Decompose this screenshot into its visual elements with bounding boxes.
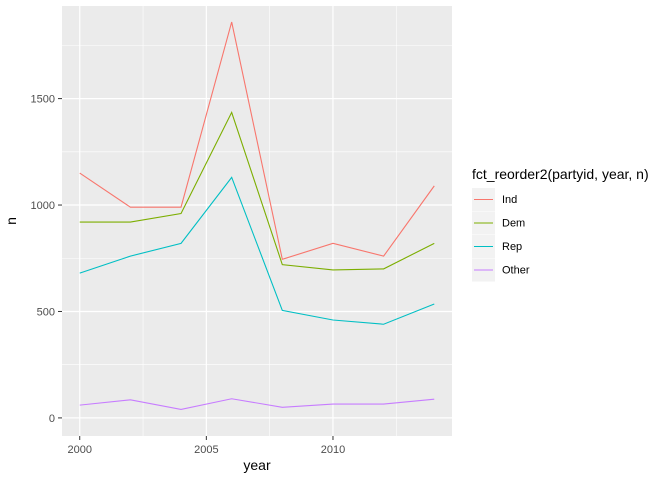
- legend-label: Other: [502, 265, 530, 277]
- x-tick-label: 2005: [194, 444, 218, 456]
- legend-label: Ind: [502, 194, 517, 206]
- series-lines: [79, 21, 435, 410]
- legend-label: Dem: [502, 218, 525, 230]
- x-tick-label: 2010: [321, 444, 345, 456]
- y-tick-label: 1500: [31, 94, 55, 106]
- series-line-other: [79, 398, 435, 410]
- minor-gridlines: [62, 6, 452, 436]
- y-tick-label: 500: [37, 306, 55, 318]
- legend: fct_reorder2(partyid, year, n) Ind Dem Rep…: [472, 166, 649, 282]
- x-axis-ticks: 2000 2005 2010: [67, 436, 345, 456]
- panel-background: [62, 6, 452, 436]
- y-axis-ticks: 0 500 1000 1500: [31, 94, 62, 425]
- x-tick-label: 2000: [67, 444, 91, 456]
- major-gridlines: [62, 6, 452, 436]
- y-tick-label: 0: [49, 413, 55, 425]
- legend-label: Rep: [502, 241, 522, 253]
- series-line-ind: [79, 21, 435, 261]
- series-line-dem: [79, 111, 435, 271]
- legend-title: fct_reorder2(partyid, year, n): [472, 166, 649, 182]
- series-line-rep: [79, 176, 435, 325]
- x-axis-title: year: [243, 457, 271, 473]
- y-tick-label: 1000: [31, 200, 55, 212]
- legend-item-rep: Rep: [472, 235, 522, 258]
- y-axis-title: n: [3, 217, 19, 225]
- legend-items: Ind Dem Rep Other: [472, 188, 530, 282]
- legend-item-other: Other: [472, 258, 530, 282]
- legend-item-dem: Dem: [472, 211, 525, 235]
- legend-item-ind: Ind: [472, 188, 517, 211]
